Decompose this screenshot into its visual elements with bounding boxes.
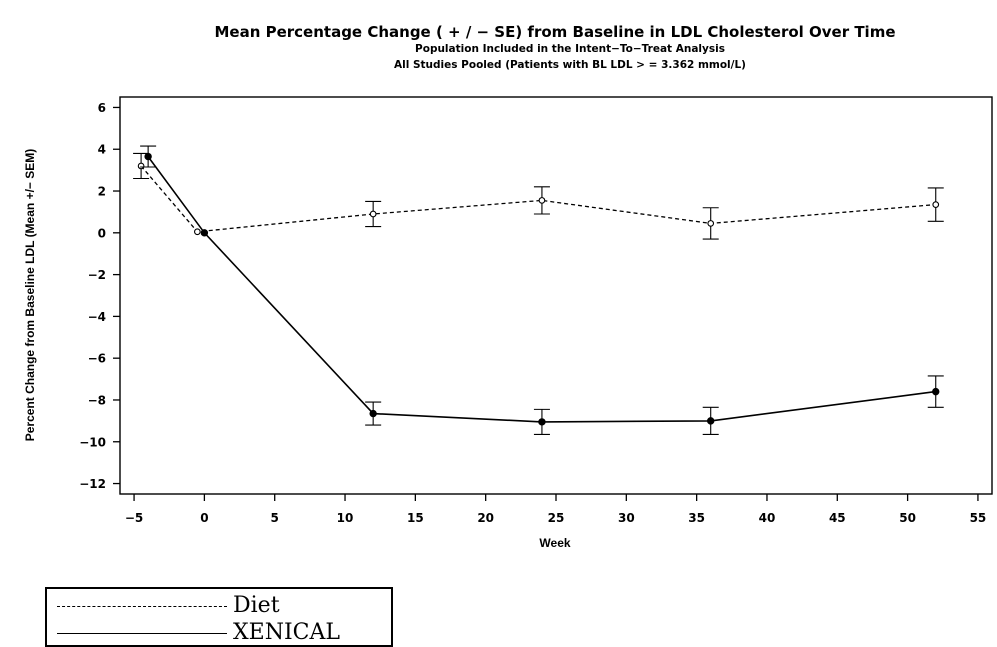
chart-subtitle-2: All Studies Pooled (Patients with BL LDL… (394, 59, 746, 71)
legend-item-xenical: XENICAL (57, 620, 340, 646)
chart-subtitle: Population Included in the Intent−To−Tre… (415, 43, 725, 55)
y-tick-label: −10 (79, 435, 106, 449)
series-layer (133, 145, 944, 436)
x-axis: −5 0 5 10 15 20 25 30 35 40 45 50 55 (125, 494, 986, 525)
data-point (932, 387, 940, 396)
x-tick-label: 45 (829, 511, 846, 525)
data-point (538, 418, 546, 426)
y-axis-title: Percent Change from Baseline LDL (Mean +… (23, 149, 37, 442)
x-tick-label: 50 (899, 511, 916, 525)
data-point (707, 417, 715, 425)
series-diet (133, 152, 944, 240)
data-point (369, 409, 377, 418)
y-axis: 6 4 2 0 −2 −4 −6 −8 −10 −12 (79, 101, 120, 491)
legend-swatch-dashed (57, 605, 227, 607)
y-tick-label: 2 (98, 185, 106, 199)
x-tick-label: 30 (618, 511, 635, 525)
y-tick-label: −2 (88, 268, 106, 282)
x-tick-label: 25 (548, 511, 565, 525)
x-tick-label: −5 (125, 511, 143, 525)
data-point (538, 197, 546, 204)
chart-title: Mean Percentage Change ( + / − SE) from … (214, 23, 895, 41)
plot-frame (119, 96, 993, 495)
chart: Mean Percentage Change ( + / − SE) from … (23, 23, 993, 550)
y-tick-label: −6 (88, 352, 106, 366)
series-xenical (140, 145, 944, 436)
x-tick-label: 5 (271, 511, 279, 525)
y-tick-label: −4 (88, 310, 106, 324)
x-tick-label: 10 (337, 511, 354, 525)
legend-label-xenical: XENICAL (233, 620, 340, 645)
x-axis-title: Week (539, 536, 570, 550)
legend: Diet XENICAL (45, 587, 393, 647)
x-tick-label: 40 (759, 511, 776, 525)
data-point (932, 201, 940, 208)
x-tick-label: 0 (200, 511, 208, 525)
data-point (137, 162, 145, 170)
y-tick-label: 0 (98, 226, 106, 240)
x-tick-label: 15 (407, 511, 424, 525)
x-tick-label: 55 (970, 511, 987, 525)
data-point (369, 210, 377, 218)
y-tick-label: −12 (79, 477, 106, 491)
y-tick-label: 6 (98, 101, 106, 115)
series-line (140, 165, 936, 233)
legend-item-diet: Diet (57, 593, 280, 619)
x-tick-label: 20 (477, 511, 494, 525)
legend-swatch-solid (57, 632, 227, 634)
y-tick-label: 4 (98, 143, 106, 157)
data-point (200, 229, 209, 237)
legend-label-diet: Diet (233, 593, 280, 618)
series-line (147, 156, 936, 423)
x-tick-label: 35 (688, 511, 705, 525)
y-tick-label: −8 (88, 393, 106, 407)
data-point (194, 228, 201, 236)
data-point (144, 152, 152, 161)
data-point (707, 220, 715, 227)
